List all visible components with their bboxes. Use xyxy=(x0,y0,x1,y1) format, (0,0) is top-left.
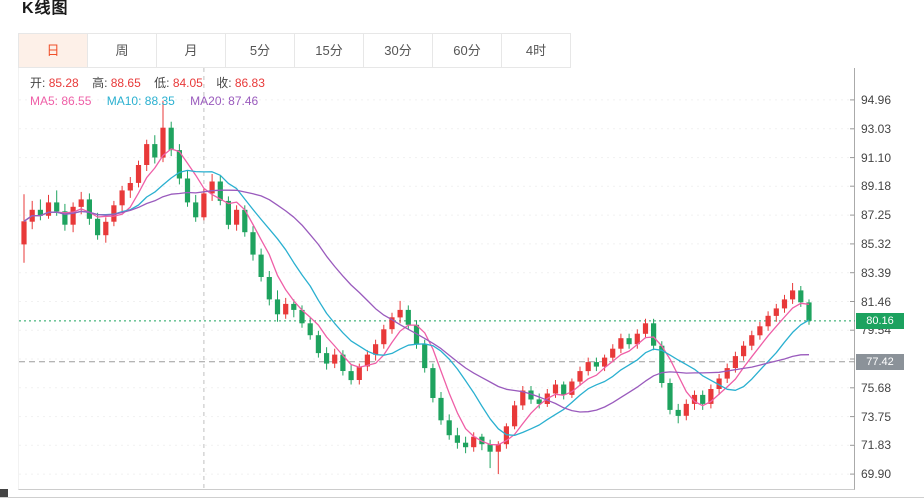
last-price-badge: 80.16 xyxy=(856,312,904,329)
chart-region: 94.96 93.03 91.10 89.18 87.25 85.32 83.39 81.46… xyxy=(18,68,924,490)
y-axis-label: 81.46 xyxy=(861,294,892,309)
tab-60min[interactable]: 60分 xyxy=(432,33,502,68)
tab-day[interactable]: 日 xyxy=(18,33,88,68)
tab-5min[interactable]: 5分 xyxy=(225,33,295,68)
y-axis-label: 94.96 xyxy=(861,92,892,107)
y-axis-label: 71.83 xyxy=(861,438,892,453)
candlestick-chart[interactable] xyxy=(19,68,855,489)
y-axis-label: 85.32 xyxy=(861,236,892,251)
page-title: K线图 xyxy=(22,0,69,17)
tab-30min[interactable]: 30分 xyxy=(363,33,433,68)
y-axis-label: 69.90 xyxy=(861,467,892,482)
candlestick-plot xyxy=(18,68,855,490)
y-axis-label: 93.03 xyxy=(861,121,892,136)
y-axis-label: 73.75 xyxy=(861,409,892,424)
tab-week[interactable]: 周 xyxy=(87,33,157,68)
tab-15min[interactable]: 15分 xyxy=(294,33,364,68)
corner-artifact xyxy=(0,489,8,497)
reference-price-badge: 77.42 xyxy=(856,353,904,370)
y-axis-label: 87.25 xyxy=(861,208,892,223)
y-axis-label: 89.18 xyxy=(861,179,892,194)
tab-4hour[interactable]: 4时 xyxy=(501,33,571,68)
y-axis-label: 91.10 xyxy=(861,150,892,165)
period-tabbar: 日 周 月 5分 15分 30分 60分 4时 xyxy=(18,33,571,68)
y-axis-label: 75.68 xyxy=(861,380,892,395)
y-axis-label: 83.39 xyxy=(861,265,892,280)
tab-month[interactable]: 月 xyxy=(156,33,226,68)
